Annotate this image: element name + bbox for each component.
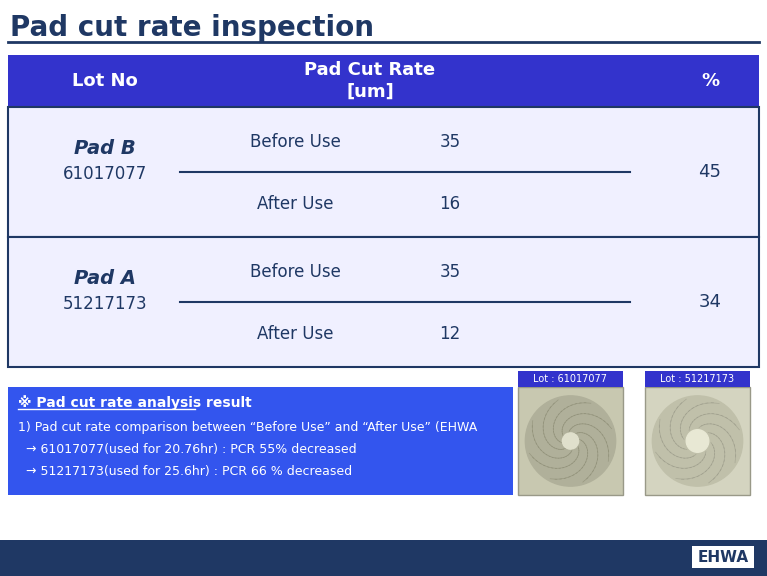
Text: ※ Pad cut rate analysis result: ※ Pad cut rate analysis result <box>18 396 252 411</box>
Text: → 51217173(used for 25.6hr) : PCR 66 % decreased: → 51217173(used for 25.6hr) : PCR 66 % d… <box>26 464 352 478</box>
Text: 1) Pad cut rate comparison between “Before Use” and “After Use” (EHWA: 1) Pad cut rate comparison between “Befo… <box>18 420 477 434</box>
FancyBboxPatch shape <box>0 540 767 576</box>
Text: After Use: After Use <box>257 325 333 343</box>
Text: 61017077: 61017077 <box>63 165 147 183</box>
FancyBboxPatch shape <box>645 387 750 495</box>
Circle shape <box>686 430 709 452</box>
Text: After Use: After Use <box>257 195 333 213</box>
FancyBboxPatch shape <box>645 371 750 387</box>
Text: Lot : 51217173: Lot : 51217173 <box>660 374 734 384</box>
Text: 45: 45 <box>699 163 722 181</box>
Text: 35: 35 <box>439 133 460 151</box>
Text: Before Use: Before Use <box>249 263 341 281</box>
Text: Before Use: Before Use <box>249 133 341 151</box>
Text: %: % <box>701 72 719 90</box>
Text: Pad Cut Rate
[um]: Pad Cut Rate [um] <box>304 61 436 101</box>
Text: 12: 12 <box>439 325 461 343</box>
FancyBboxPatch shape <box>518 371 623 387</box>
FancyBboxPatch shape <box>8 55 759 107</box>
FancyBboxPatch shape <box>8 107 759 237</box>
Text: 34: 34 <box>699 293 722 311</box>
Circle shape <box>653 396 742 486</box>
Text: Pad B: Pad B <box>74 139 136 158</box>
Text: → 61017077(used for 20.76hr) : PCR 55% decreased: → 61017077(used for 20.76hr) : PCR 55% d… <box>26 442 357 456</box>
FancyBboxPatch shape <box>692 546 754 568</box>
Text: 35: 35 <box>439 263 460 281</box>
Circle shape <box>562 433 578 449</box>
FancyBboxPatch shape <box>518 387 623 495</box>
Text: 51217173: 51217173 <box>63 295 147 313</box>
Text: Lot No: Lot No <box>72 72 138 90</box>
Text: Lot : 61017077: Lot : 61017077 <box>533 374 607 384</box>
Text: Pad cut rate inspection: Pad cut rate inspection <box>10 14 374 42</box>
FancyBboxPatch shape <box>8 387 513 495</box>
Circle shape <box>525 396 616 486</box>
Text: EHWA: EHWA <box>697 550 749 564</box>
Text: 16: 16 <box>439 195 460 213</box>
FancyBboxPatch shape <box>8 237 759 367</box>
Text: Pad A: Pad A <box>74 270 136 289</box>
